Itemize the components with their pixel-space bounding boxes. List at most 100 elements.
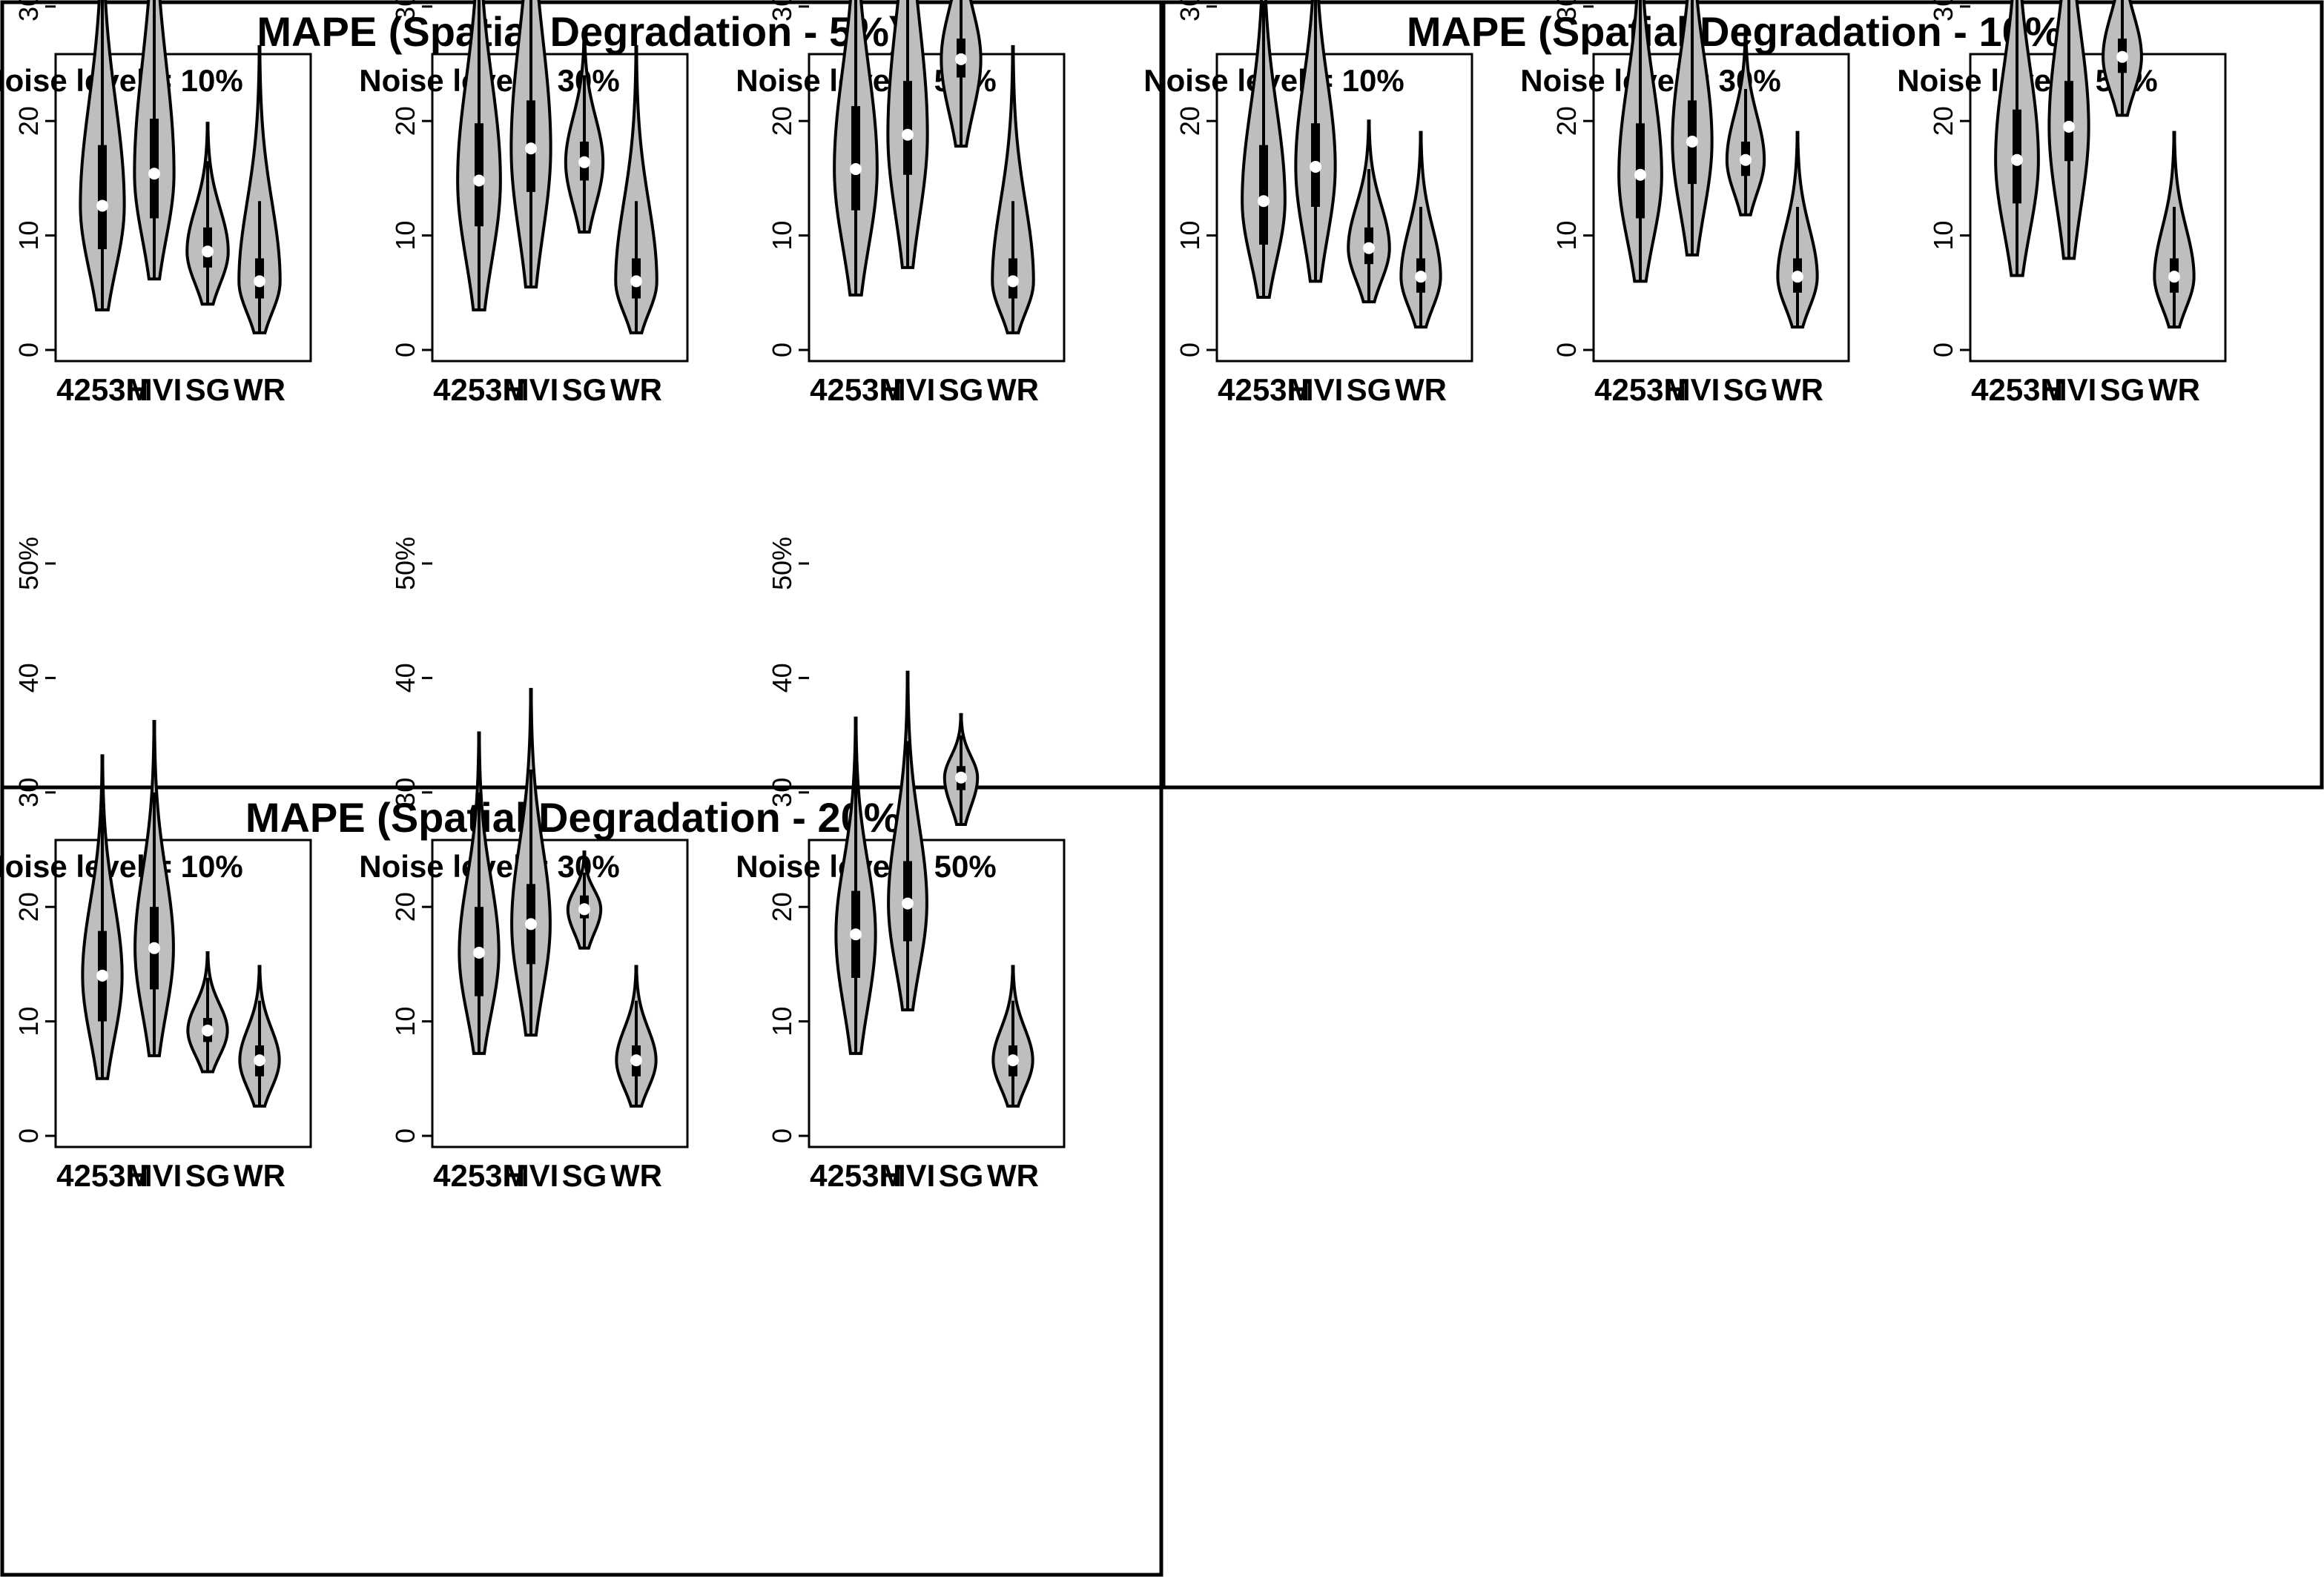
y-tick-label: 40: [767, 663, 797, 692]
violin-wr: [1776, 130, 1819, 329]
category-label: WR: [987, 372, 1039, 407]
violin-4253h: [1617, 0, 1663, 283]
y-tick-label: 10: [390, 1007, 420, 1037]
median-marker: [850, 163, 862, 176]
y-tick-label: 0: [767, 1128, 797, 1143]
violin-mvi: [509, 0, 552, 289]
group-title: MAPE (Spatial Degradation - 20%): [245, 794, 914, 841]
category-label: MVI: [127, 372, 182, 407]
violin-wr: [238, 965, 281, 1108]
category-label: SG: [562, 372, 607, 407]
category-label: MVI: [880, 372, 936, 407]
violin-wr: [2153, 130, 2196, 329]
y-tick-label: 20: [767, 106, 797, 136]
y-tick-label: 30: [13, 0, 44, 22]
y-tick-label: 0: [390, 343, 420, 357]
plot-area-frame: [1592, 53, 1850, 363]
y-tick-label: 0: [390, 1128, 420, 1143]
median-marker: [578, 156, 590, 168]
violin-4253h: [1241, 0, 1287, 299]
median-marker: [1415, 271, 1427, 283]
median-marker: [1792, 271, 1803, 283]
median-marker: [473, 174, 485, 187]
y-tick-label: 0: [13, 343, 44, 357]
category-label: WR: [234, 372, 285, 407]
median-marker: [96, 969, 108, 982]
median-marker: [1007, 275, 1019, 288]
median-marker: [1686, 135, 1698, 148]
category-label: 4253H: [810, 372, 902, 407]
y-tick-label: 10: [390, 221, 420, 251]
iqr-box: [851, 106, 860, 211]
median-marker: [1634, 168, 1646, 181]
violin-mvi: [2047, 0, 2090, 260]
violin-mvi: [886, 0, 929, 269]
category-label: 4253H: [433, 372, 525, 407]
y-tick-label: 30: [1551, 0, 1582, 22]
category-label: SG: [185, 372, 231, 407]
category-label: MVI: [2041, 372, 2097, 407]
violin-4253h: [456, 0, 502, 311]
median-marker: [525, 918, 537, 930]
y-axis-unit-label: 50%: [13, 537, 44, 590]
category-label: WR: [234, 1158, 285, 1193]
chart-group-1: MAPE (Spatial Degradation - 5%) Noise lev…: [0, 0, 1066, 407]
category-label: SG: [185, 1158, 231, 1193]
violin-4253h: [1994, 0, 2040, 277]
median-marker: [2168, 271, 2180, 283]
category-label: MVI: [1288, 372, 1344, 407]
y-tick-label: 20: [390, 892, 420, 922]
y-axis-unit-label: 50%: [390, 537, 420, 590]
y-tick-label: 40: [13, 663, 44, 692]
group-title: MAPE (Spatial Degradation - 5%): [257, 8, 902, 55]
violin-wr: [991, 965, 1034, 1108]
violin-panel: Noise level = 50%01020304050%4253HMVISGW…: [1897, 0, 2227, 407]
median-marker: [254, 1054, 265, 1067]
y-tick-label: 30: [390, 0, 420, 22]
category-label: SG: [562, 1158, 607, 1193]
y-tick-label: 0: [13, 1128, 44, 1143]
violin-sg: [1347, 119, 1391, 304]
y-tick-label: 0: [1175, 343, 1205, 357]
panel-subtitle: Noise level = 10%: [0, 63, 243, 98]
plot-area-frame: [54, 53, 312, 363]
y-tick-label: 30: [1928, 0, 1958, 22]
y-tick-label: 30: [1175, 0, 1205, 22]
median-marker: [1740, 153, 1752, 166]
y-tick-label: 0: [1928, 343, 1958, 357]
median-marker: [1258, 195, 1270, 208]
category-label: 4253H: [810, 1158, 902, 1193]
category-label: 4253H: [56, 1158, 148, 1193]
violin-wr: [615, 965, 658, 1108]
iqr-box: [98, 145, 107, 250]
median-marker: [630, 275, 642, 288]
plot-area-frame: [1215, 53, 1473, 363]
y-tick-label: 30: [13, 778, 44, 807]
median-marker: [254, 275, 265, 288]
plot-area-frame: [431, 53, 689, 363]
y-tick-label: 20: [767, 892, 797, 922]
chart-group-2: MAPE (Spatial Degradation - 10%)Noise le…: [1143, 0, 2227, 407]
category-label: SG: [939, 372, 984, 407]
y-axis-unit-label: 50%: [767, 537, 797, 590]
median-marker: [955, 53, 967, 65]
median-marker: [1363, 242, 1375, 254]
violin-mvi: [510, 687, 552, 1037]
violin-wr: [1399, 130, 1442, 329]
category-label: SG: [939, 1158, 984, 1193]
y-tick-label: 20: [1928, 106, 1958, 136]
violin-sg: [566, 850, 603, 950]
violin-mvi: [1294, 0, 1337, 283]
violin-panel: Noise level = 30%01020304050%4253HMVISGW…: [359, 537, 689, 1193]
median-marker: [630, 1054, 642, 1067]
median-marker: [202, 245, 214, 258]
category-label: WR: [987, 1158, 1039, 1193]
category-label: 4253H: [56, 372, 148, 407]
category-label: WR: [610, 372, 662, 407]
median-marker: [955, 771, 967, 784]
plot-area-frame: [808, 839, 1066, 1148]
y-tick-label: 10: [767, 1007, 797, 1037]
y-tick-label: 20: [13, 892, 44, 922]
median-marker: [1310, 160, 1321, 173]
median-marker: [902, 897, 914, 910]
